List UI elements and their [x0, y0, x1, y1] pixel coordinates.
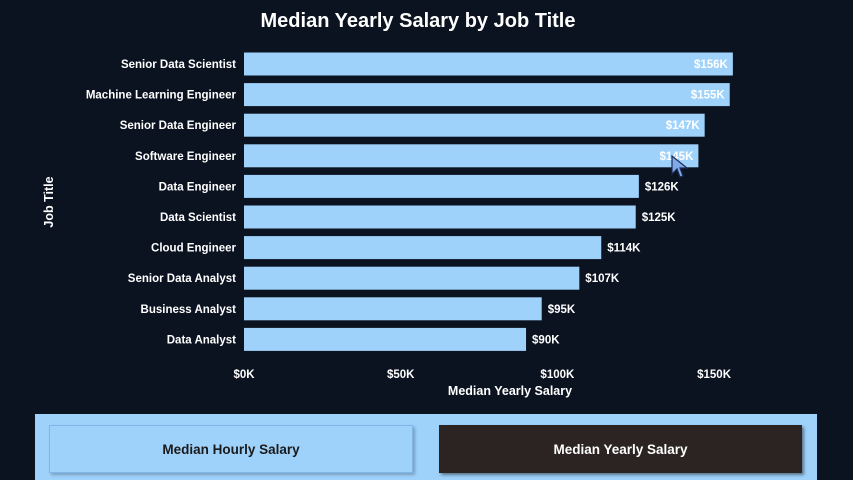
bar[interactable] — [244, 174, 639, 198]
category-label: Data Scientist — [160, 212, 236, 224]
data-label: $126K — [645, 181, 680, 193]
data-label: $145K — [660, 151, 695, 163]
bar[interactable] — [244, 266, 580, 290]
data-label: $155K — [691, 90, 726, 102]
category-label: Data Engineer — [159, 181, 237, 193]
data-label: $114K — [607, 243, 641, 255]
mouse-cursor-icon — [671, 154, 689, 178]
data-label: $125K — [642, 212, 677, 224]
category-label: Cloud Engineer — [151, 243, 237, 255]
category-labels: Senior Data Scientist Machine Learning En… — [86, 59, 237, 346]
bar[interactable] — [244, 297, 542, 321]
data-label: $95K — [548, 304, 576, 316]
bar[interactable] — [244, 52, 733, 76]
bar[interactable] — [244, 236, 602, 260]
bar[interactable] — [244, 205, 636, 229]
salary-bar-chart: Median Yearly Salary by Job Title Senior… — [42, 10, 733, 398]
bars-group — [244, 52, 733, 351]
category-label: Senior Data Scientist — [121, 59, 236, 71]
x-tick-label: $0K — [233, 369, 255, 381]
category-label: Business Analyst — [141, 304, 237, 316]
data-label: $156K — [694, 59, 729, 71]
bar[interactable] — [244, 113, 705, 137]
metric-toggle-panel: Median Hourly Salary Median Yearly Salar… — [35, 414, 817, 480]
data-labels: $156K $155K $147K $145K $126K $125K $114K $107K… — [532, 59, 729, 346]
x-tick-label: $100K — [540, 369, 575, 381]
bar[interactable] — [244, 327, 527, 351]
bar[interactable] — [244, 144, 699, 168]
data-label: $107K — [585, 273, 620, 285]
median-yearly-salary-button[interactable]: Median Yearly Salary — [439, 425, 802, 473]
x-tick-label: $50K — [387, 369, 415, 381]
bar[interactable] — [244, 83, 730, 107]
x-tick-label: $150K — [697, 369, 732, 381]
category-label: Senior Data Engineer — [120, 120, 237, 132]
category-label: Machine Learning Engineer — [86, 90, 237, 102]
x-axis-ticks: $0K $50K $100K $150K — [233, 369, 731, 381]
median-hourly-salary-button[interactable]: Median Hourly Salary — [49, 425, 413, 473]
category-label: Software Engineer — [135, 151, 236, 163]
category-label: Data Analyst — [167, 334, 236, 346]
x-axis-title: Median Yearly Salary — [448, 384, 572, 398]
data-label: $147K — [666, 120, 701, 132]
data-label: $90K — [532, 334, 560, 346]
chart-title: Median Yearly Salary by Job Title — [261, 10, 576, 32]
category-label: Senior Data Analyst — [128, 273, 236, 285]
y-axis-title: Job Title — [42, 176, 56, 227]
